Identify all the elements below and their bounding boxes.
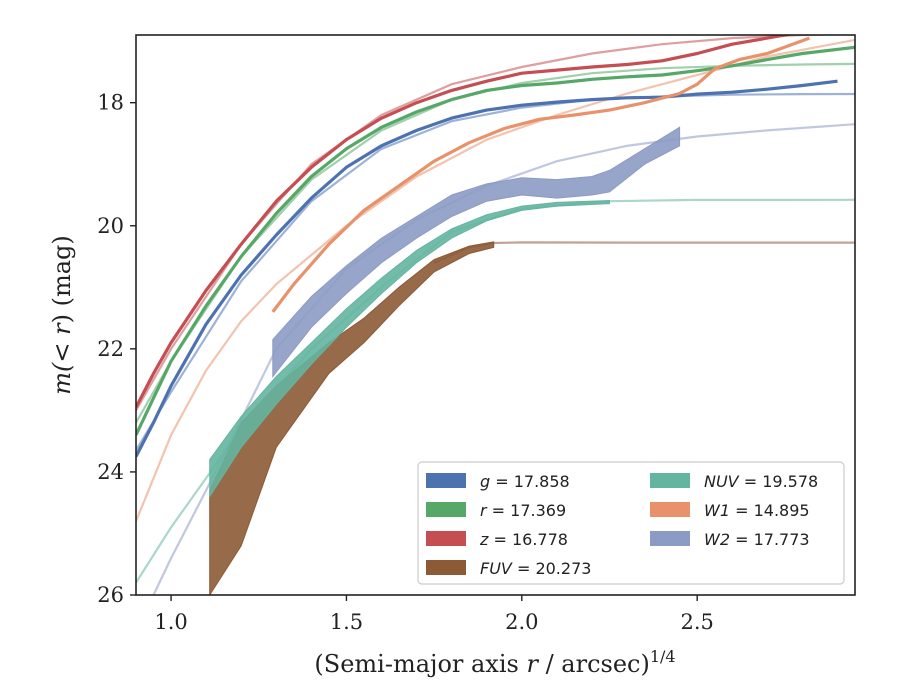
x-axis: 1.0 1.5 2.0 2.5 — [154, 595, 714, 634]
legend-swatch-w1 — [650, 502, 690, 517]
band-w2 — [272, 126, 681, 378]
series-line-w1 — [271, 36, 810, 313]
y-tick-label: 26 — [97, 583, 124, 607]
series-line-z — [136, 35, 795, 409]
legend-swatch-r — [426, 502, 466, 517]
x-tick-label: 2.0 — [505, 610, 538, 634]
y-tick-label: 18 — [97, 91, 124, 115]
band-nuv — [209, 199, 610, 499]
data-series — [136, 35, 855, 595]
plot-frame — [135, 34, 856, 596]
y-tick-label: 22 — [97, 337, 124, 361]
model-curve-g — [136, 92, 855, 451]
x-tick-label: 1.0 — [154, 610, 187, 634]
legend-label-z: z = 16.778 — [479, 530, 568, 549]
y-tick-label: 20 — [97, 214, 124, 238]
legend-swatch-z — [426, 531, 466, 546]
y-tick-label: 24 — [97, 460, 124, 484]
y-axis: 18 20 22 24 26 — [97, 91, 136, 607]
y-axis-label: m(< r) (mag) — [48, 235, 76, 395]
legend: g = 17.858 r = 17.369 z = 16.778 FUV = 20.2… — [417, 461, 845, 585]
legend-label-g: g = 17.858 — [480, 472, 570, 491]
legend-label-nuv: NUV = 19.578 — [704, 472, 818, 491]
x-tick-label: 2.5 — [680, 610, 713, 634]
legend-box — [417, 461, 845, 585]
model-curve-w1 — [136, 38, 855, 522]
x-tick-label: 1.5 — [330, 610, 363, 634]
legend-label-fuv: FUV = 20.273 — [480, 559, 591, 578]
legend-label-w1: W1 = 14.895 — [704, 501, 810, 520]
legend-swatch-w2 — [650, 531, 690, 546]
series-line-g — [136, 79, 838, 458]
legend-label-w2: W2 = 17.773 — [704, 530, 810, 549]
legend-swatch-fuv — [426, 560, 466, 575]
legend-swatch-nuv — [650, 473, 690, 488]
x-axis-label: (Semi-major axis r / arcsec)1/4 — [314, 647, 675, 678]
model-curve-fuv — [433, 241, 855, 264]
legend-label-r: r = 17.369 — [480, 501, 566, 520]
legend-swatch-g — [426, 473, 466, 488]
